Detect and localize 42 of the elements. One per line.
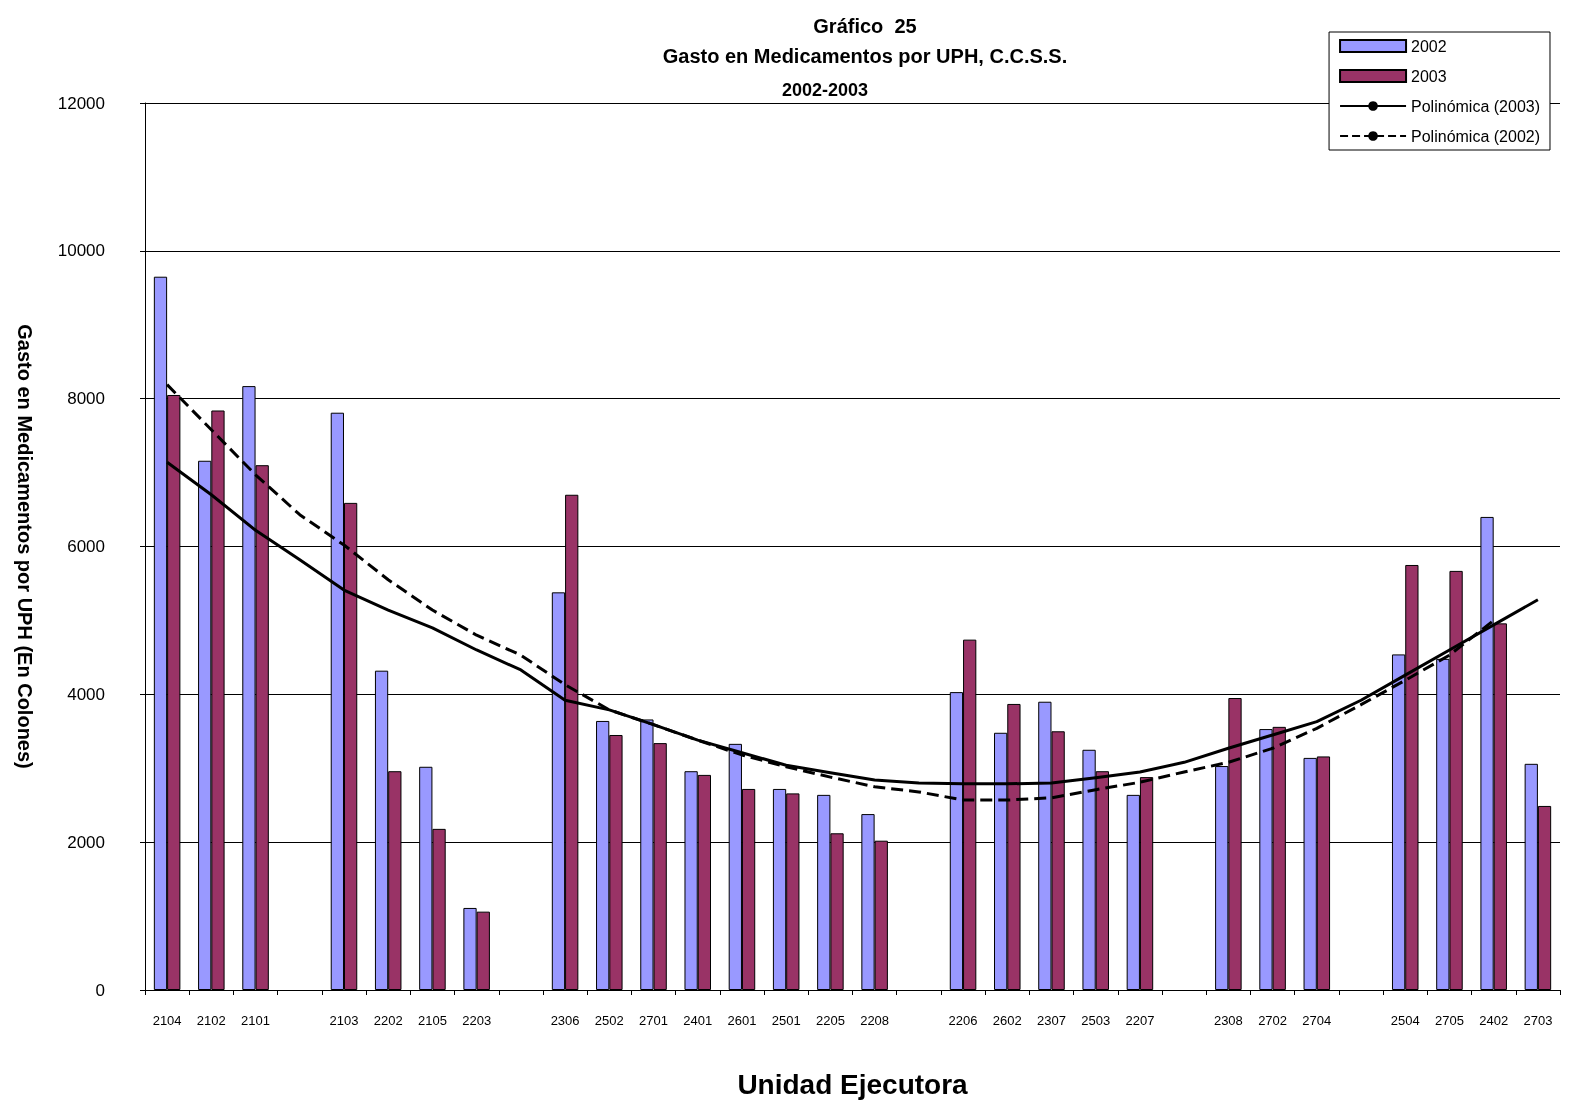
y-tick-label: 4000 <box>67 684 105 704</box>
y-tick-label: 0 <box>95 980 105 1000</box>
y-tick-label: 10000 <box>57 241 105 261</box>
x-tick-label: 2503 <box>1081 1013 1111 1028</box>
legend-label: Polinómica (2002) <box>1411 127 1540 145</box>
x-tick-label: 2208 <box>860 1013 890 1028</box>
x-tick-label: 2601 <box>727 1013 757 1028</box>
x-tick-label: 2502 <box>594 1013 624 1028</box>
x-tick-label: 2202 <box>373 1013 403 1028</box>
x-tick-label: 2705 <box>1434 1013 1464 1028</box>
x-tick-label: 2203 <box>462 1013 492 1028</box>
x-tick-label: 2205 <box>815 1013 845 1028</box>
x-tick-label: 2104 <box>152 1013 182 1028</box>
legend-label: 2002 <box>1411 37 1447 55</box>
chart-subtitle: 2002-2003 <box>781 80 869 100</box>
x-tick-label: 2504 <box>1390 1013 1420 1028</box>
x-tick-label: 2207 <box>1125 1013 1155 1028</box>
y-tick-label: 8000 <box>67 389 105 409</box>
x-tick-label: 2103 <box>329 1013 359 1028</box>
y-tick-label: 6000 <box>67 537 105 556</box>
x-tick-label: 2401 <box>683 1013 713 1028</box>
x-tick-label: 2704 <box>1302 1013 1332 1028</box>
x-tick-label: 2307 <box>1037 1013 1066 1028</box>
legend-label: 2003 <box>1411 67 1447 85</box>
x-tick-label: 2701 <box>639 1013 668 1028</box>
x-tick-label: 2306 <box>550 1013 580 1028</box>
y-tick-label: 12000 <box>57 93 105 113</box>
x-tick-label: 2102 <box>196 1013 226 1028</box>
x-tick-label: 2602 <box>992 1013 1022 1028</box>
y-axis-title: Gasto en Medicamentos por UPH (En Colones) <box>14 324 36 769</box>
legend-label: Polinómica (2003) <box>1411 97 1540 115</box>
x-tick-label: 2206 <box>948 1013 978 1028</box>
x-tick-label: 2308 <box>1213 1013 1243 1028</box>
x-tick-label: 2703 <box>1523 1013 1553 1028</box>
x-axis-title: Unidad Ejecutora <box>737 1068 969 1100</box>
x-tick-label: 2105 <box>417 1013 447 1028</box>
x-tick-label: 2101 <box>241 1013 271 1028</box>
chart-title: Gráfico 25 Gasto en Medicamentos por UPH, C.C.S.S. <box>662 15 1068 67</box>
x-tick-label: 2702 <box>1258 1013 1288 1028</box>
x-tick-label: 2501 <box>771 1013 801 1028</box>
y-tick-label: 2000 <box>67 832 105 852</box>
x-tick-label: 2402 <box>1479 1013 1509 1028</box>
